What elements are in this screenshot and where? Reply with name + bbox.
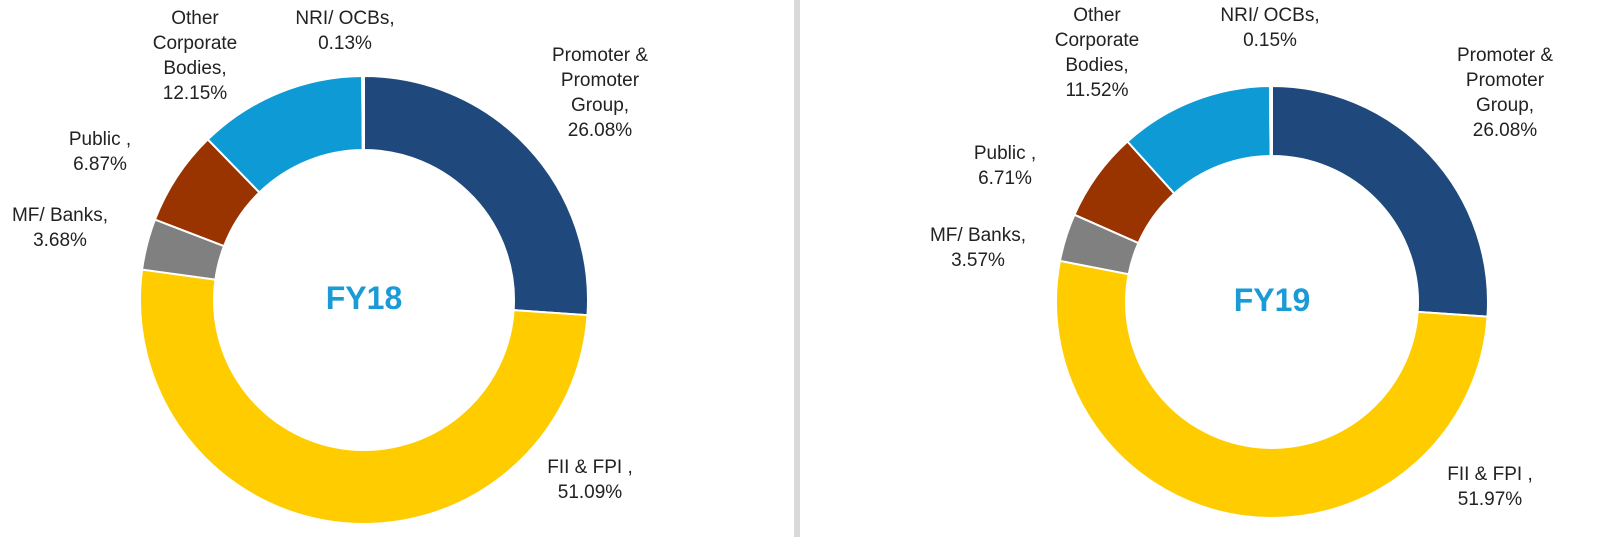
category-label: Public , (68, 129, 132, 150)
value-label: 51.97% (1457, 489, 1523, 510)
value-label: 0.13% (318, 33, 372, 54)
slice-label: NRI/ OCBs, 0.15% (1205, 3, 1335, 53)
donut-slice (1271, 84, 1489, 318)
slice-label: Promoter & Promoter Group, 26.08% (1440, 43, 1570, 143)
category-label: NRI/ OCBs, (295, 8, 395, 29)
value-label: 0.15% (1243, 30, 1297, 51)
value-label: 26.08% (1472, 120, 1538, 141)
category-label: FII & FPI , (547, 457, 633, 478)
chart-title: FY19 (1233, 282, 1311, 318)
slice-label: FII & FPI , 51.09% (535, 455, 645, 505)
category-label: FII & FPI , (1447, 464, 1533, 485)
slice-label: NRI/ OCBs, 0.13% (280, 6, 410, 56)
slice-label: Other Corporate Bodies, 12.15% (140, 6, 250, 106)
chart-title: FY18 (325, 280, 403, 316)
value-label: 11.52% (1065, 80, 1129, 101)
category-label: MF/ Banks, (929, 225, 1027, 246)
value-label: 26.08% (567, 120, 633, 141)
slice-label: MF/ Banks, 3.57% (923, 223, 1033, 273)
category-label: Promoter & Promoter Group, (551, 45, 649, 116)
category-label: Public , (973, 143, 1037, 164)
slice-label: Public , 6.71% (955, 141, 1055, 191)
category-label: Other Corporate Bodies, (1054, 5, 1140, 76)
value-label: 3.57% (951, 250, 1005, 271)
slice-label: Public , 6.87% (50, 127, 150, 177)
donut-slice (363, 74, 589, 317)
value-label: 6.87% (73, 154, 127, 175)
slice-label: MF/ Banks, 3.68% (5, 203, 115, 253)
donut-slice (139, 268, 589, 525)
value-label: 3.68% (33, 230, 87, 251)
slice-label: Promoter & Promoter Group, 26.08% (535, 43, 665, 143)
category-label: NRI/ OCBs, (1220, 5, 1320, 26)
donut-slice (361, 74, 365, 152)
slice-label: Other Corporate Bodies, 11.52% (1042, 3, 1152, 103)
value-label: 12.15% (162, 83, 228, 104)
value-label: 51.09% (557, 482, 623, 503)
slice-label: FII & FPI , 51.97% (1435, 462, 1545, 512)
value-label: 6.71% (978, 168, 1032, 189)
donut-slice (1268, 84, 1273, 158)
category-label: Other Corporate Bodies, (152, 8, 238, 79)
donut-slice (1055, 259, 1489, 519)
category-label: Promoter & Promoter Group, (1456, 45, 1554, 116)
category-label: MF/ Banks, (11, 205, 109, 226)
